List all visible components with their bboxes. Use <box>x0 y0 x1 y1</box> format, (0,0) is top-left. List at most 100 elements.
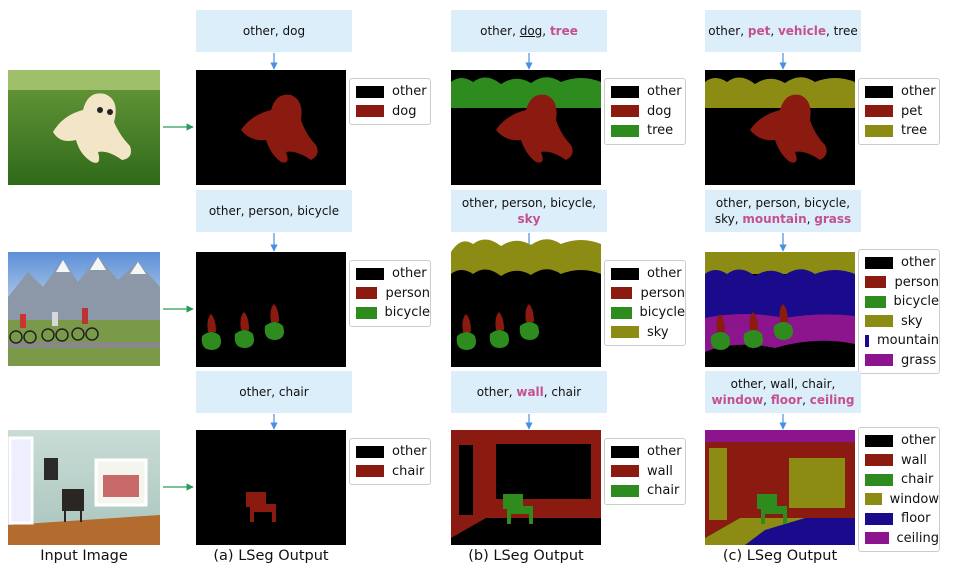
seg-region <box>201 332 221 350</box>
legend-entry: wall <box>859 451 939 471</box>
seg-region <box>270 304 279 322</box>
seg-region <box>525 304 534 322</box>
prompt-text: , chair <box>543 385 582 399</box>
input-image <box>8 70 160 185</box>
segmentation-output <box>451 70 601 185</box>
seg-region <box>451 239 601 274</box>
legend-label: grass <box>901 352 937 368</box>
legend-label: mountain <box>876 333 939 349</box>
legend-swatch <box>865 334 869 347</box>
prompt-text: other, <box>480 24 520 38</box>
seg-region <box>709 448 727 520</box>
legend-entry: bicycle <box>350 303 430 323</box>
legend-entry: chair <box>350 462 430 482</box>
prompt-line: other, wall, chair, <box>731 376 836 392</box>
legend: other person bicycle sky <box>604 260 686 346</box>
prompt-box: other, pet, vehicle, tree <box>705 10 861 52</box>
seg-region <box>705 252 855 274</box>
legend-swatch <box>356 105 384 118</box>
legend-entry: other <box>605 264 685 284</box>
legend-label: tree <box>901 123 928 139</box>
prompt-box: other, wall, chair, window, floor, ceilin… <box>705 371 861 413</box>
legend-entry: mountain <box>859 331 939 351</box>
legend-label: ceiling <box>896 530 939 546</box>
seg-region <box>705 430 855 538</box>
legend-swatch <box>865 124 893 137</box>
seg-region <box>519 322 539 340</box>
seg-region <box>503 494 533 524</box>
legend: other wall chair <box>604 438 686 505</box>
prompt-box: other, dog, tree <box>451 10 607 52</box>
segmentation-output <box>705 252 855 367</box>
seg-region <box>750 94 827 163</box>
prompt-text: other, <box>708 24 748 38</box>
legend-label: bicycle <box>639 305 685 321</box>
prompt-text: other, wall, chair, <box>730 377 836 391</box>
seg-region <box>749 312 758 330</box>
legend-entry: bicycle <box>605 303 685 323</box>
segmentation-output <box>705 70 855 185</box>
legend-label: window <box>889 491 939 507</box>
seg-region <box>240 312 249 330</box>
legend: other wall chair window floor ceiling <box>858 427 940 552</box>
seg-region <box>234 330 254 348</box>
prompt-text: other, person, bicycle, <box>461 196 597 210</box>
prompt-line: other, dog <box>243 23 305 39</box>
legend-entry: other <box>605 82 685 102</box>
legend-label: person <box>385 285 430 301</box>
prompt-text: sky <box>517 212 541 226</box>
legend-entry: tree <box>859 121 939 141</box>
legend-swatch <box>356 287 378 300</box>
seg-region <box>789 458 845 508</box>
prompt-line: other, dog, tree <box>480 23 578 39</box>
prompt-text: vehicle <box>777 24 826 38</box>
seg-region <box>489 330 509 348</box>
input-image <box>8 430 160 545</box>
legend-label: other <box>647 84 682 100</box>
legend-swatch <box>865 532 889 545</box>
prompt-line: other, pet, vehicle, tree <box>708 23 857 39</box>
prompt-text: ceiling <box>809 393 855 407</box>
seg-region <box>462 314 471 332</box>
legend-swatch <box>611 85 639 98</box>
prompt-line: window, floor, ceiling <box>712 392 855 408</box>
seg-background <box>196 430 346 545</box>
seg-region <box>456 332 476 350</box>
legend-label: dog <box>392 103 417 119</box>
legend-label: pet <box>901 103 923 119</box>
prompt-text: other, chair <box>239 385 309 399</box>
seg-region <box>745 518 855 545</box>
legend-swatch <box>611 306 632 319</box>
legend-label: chair <box>647 483 680 499</box>
legend-swatch <box>865 454 893 467</box>
legend-swatch <box>865 512 893 525</box>
legend-label: other <box>392 444 427 460</box>
segmentation-output <box>196 430 346 545</box>
legend-entry: dog <box>605 102 685 122</box>
seg-region <box>459 445 473 515</box>
legend-label: other <box>901 84 936 100</box>
column-label: Input Image <box>40 548 128 564</box>
prompt-line: other, person, bicycle <box>209 203 339 219</box>
legend-entry: sky <box>605 323 685 343</box>
prompt-text: other, person, bicycle, <box>715 196 851 210</box>
legend-label: tree <box>647 123 674 139</box>
prompt-text: floor <box>770 393 803 407</box>
legend-swatch <box>611 445 639 458</box>
legend-swatch <box>865 256 893 269</box>
seg-region <box>496 94 573 163</box>
legend-label: other <box>392 84 427 100</box>
seg-region <box>495 312 504 330</box>
segmentation-output <box>451 430 601 545</box>
legend-entry: sky <box>859 312 939 332</box>
prompt-line: other, chair <box>239 384 308 400</box>
seg-region <box>246 492 276 522</box>
prompt-text: window <box>711 393 764 407</box>
legend-entry: wall <box>605 462 685 482</box>
legend-entry: other <box>350 264 430 284</box>
legend-label: wall <box>901 452 927 468</box>
legend-label: dog <box>647 103 672 119</box>
input-image <box>8 252 160 366</box>
legend-swatch <box>611 465 639 478</box>
